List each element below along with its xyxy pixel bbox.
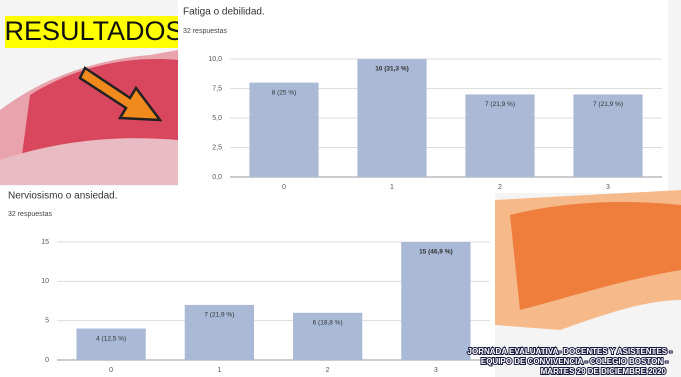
x-tick-label: 2 xyxy=(498,184,502,191)
x-tick-label: 0 xyxy=(109,367,113,374)
x-tick-label: 2 xyxy=(326,367,330,374)
bar xyxy=(465,94,535,177)
y-tick-label: 0 xyxy=(45,357,49,364)
y-tick-label: 10 xyxy=(41,278,49,285)
value-label: 10 (31,3 %) xyxy=(375,66,409,73)
chart-title: Nerviosismo o ansiedad. xyxy=(8,191,118,202)
banner-box xyxy=(5,16,183,48)
value-label: 4 (12,5 %) xyxy=(96,335,126,342)
orange-brush xyxy=(495,190,681,330)
banner: RESULTADOS xyxy=(4,16,183,46)
arrow xyxy=(78,66,163,122)
value-label: 8 (25 %) xyxy=(272,89,297,96)
pink-brush xyxy=(0,50,178,185)
value-label: 7 (21,9 %) xyxy=(593,101,623,108)
brush-dark xyxy=(510,202,681,310)
value-label: 6 (18,8 %) xyxy=(313,320,343,327)
y-tick-label: 0,0 xyxy=(212,174,222,181)
chart-subtitle: 32 respuestas xyxy=(8,211,52,218)
x-tick-label: 3 xyxy=(606,184,610,191)
y-tick-label: 7,5 xyxy=(212,85,222,92)
y-tick-label: 5,0 xyxy=(212,115,222,122)
footer-line: MARTES 29 DE DICIEMBRE 2020 xyxy=(541,367,667,376)
bar xyxy=(76,328,146,360)
chart-subtitle: 32 respuestas xyxy=(183,28,227,35)
y-tick-label: 15 xyxy=(41,239,49,246)
bar xyxy=(573,94,643,177)
bar xyxy=(401,242,471,360)
bar xyxy=(357,59,427,177)
x-tick-label: 1 xyxy=(390,184,394,191)
x-tick-label: 3 xyxy=(434,367,438,374)
y-tick-label: 2,5 xyxy=(212,144,222,151)
charts: Fatiga o debilidad. 32 respuestas 0,0 2,5 5,… xyxy=(8,7,662,374)
footer-line: JORNADA EVALUATIVA- DOCENTES Y ASISTENTE… xyxy=(468,347,673,356)
footer: JORNADA EVALUATIVA- DOCENTES Y ASISTENTE… xyxy=(467,346,674,377)
bar xyxy=(249,82,319,177)
value-label: 7 (21,9 %) xyxy=(204,312,234,319)
brush-fade xyxy=(0,138,178,185)
value-label: 7 (21,9 %) xyxy=(485,101,515,108)
footer-line: EQUIPO DE CONVIVENCIA - COLEGIO BOSTON - xyxy=(481,357,668,366)
y-tick-label: 5 xyxy=(45,318,49,325)
bar xyxy=(184,304,255,360)
value-label: 15 (46,9 %) xyxy=(419,249,453,256)
x-tick-label: 0 xyxy=(282,184,286,191)
chart-title: Fatiga o debilidad. xyxy=(183,7,265,18)
x-tick-label: 1 xyxy=(217,367,221,374)
y-tick-label: 10,0 xyxy=(208,56,222,63)
bar xyxy=(292,312,363,360)
